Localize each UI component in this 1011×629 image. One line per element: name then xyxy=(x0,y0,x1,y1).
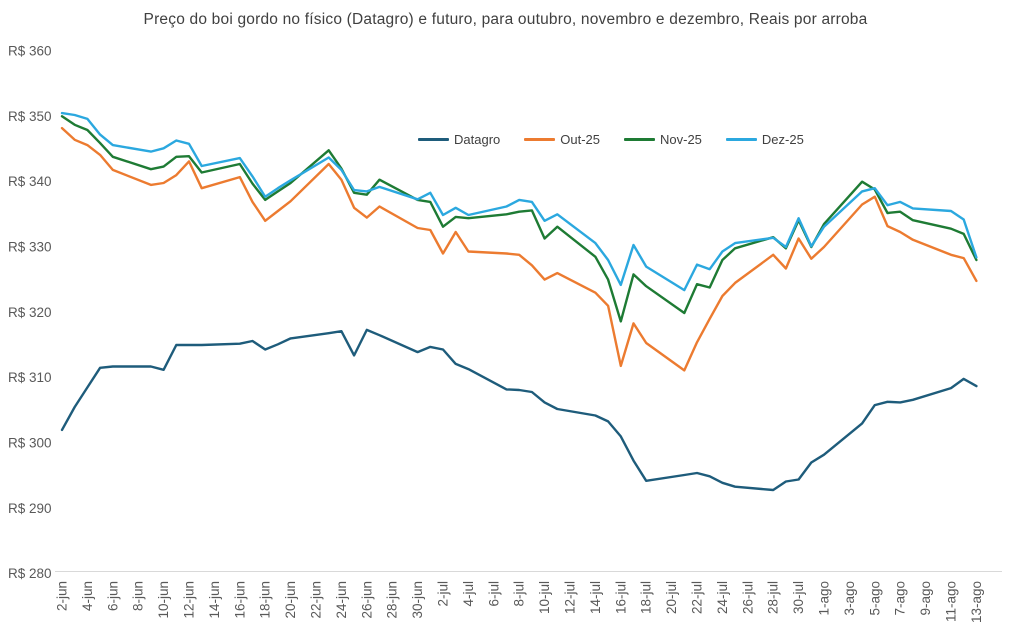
series-line-dez-25 xyxy=(60,111,978,292)
y-tick-label: R$ 340 xyxy=(8,174,52,189)
chart-legend: Datagro Out-25 Nov-25 Dez-25 xyxy=(418,132,804,147)
series-line-nov-25 xyxy=(60,115,978,323)
legend-label: Out-25 xyxy=(560,132,600,147)
x-tick-label: 10-jun xyxy=(156,581,171,619)
series-line-datagro xyxy=(60,328,978,492)
legend-label: Dez-25 xyxy=(761,132,804,147)
legend-item-dez-25: Dez-25 xyxy=(725,132,804,147)
x-tick-label: 24-jun xyxy=(334,581,349,619)
legend-item-datagro: Datagro xyxy=(418,132,500,147)
y-tick-label: R$ 280 xyxy=(8,566,52,581)
x-tick-label: 16-jul xyxy=(613,581,628,614)
x-tick-label: 26-jun xyxy=(359,581,374,619)
x-tick-label: 16-jun xyxy=(232,581,247,619)
x-tick-label: 18-jun xyxy=(258,581,273,619)
x-tick-label: 6-jul xyxy=(486,581,501,607)
y-tick-label: R$ 330 xyxy=(8,239,52,254)
x-tick-label: 24-jul xyxy=(715,581,730,614)
x-tick-label: 5-ago xyxy=(867,581,882,616)
y-tick-label: R$ 290 xyxy=(8,501,52,516)
y-tick-label: R$ 360 xyxy=(8,44,52,59)
y-tick-label: R$ 300 xyxy=(8,435,52,450)
x-tick-label: 28-jul xyxy=(766,581,781,614)
x-tick-label: 22-jun xyxy=(309,581,324,619)
x-tick-label: 10-jul xyxy=(537,581,552,614)
y-tick-label: R$ 320 xyxy=(8,305,52,320)
x-tick-label: 3-ago xyxy=(842,581,857,616)
x-tick-label: 22-jul xyxy=(690,581,705,614)
x-tick-label: 1-ago xyxy=(817,581,832,616)
x-tick-label: 20-jun xyxy=(283,581,298,619)
x-tick-label: 14-jul xyxy=(588,581,603,614)
x-tick-label: 26-jul xyxy=(740,581,755,614)
x-tick-label: 12-jun xyxy=(182,581,197,619)
legend-swatch-datagro xyxy=(418,138,449,141)
y-tick-label: R$ 310 xyxy=(8,370,52,385)
x-tick-label: 14-jun xyxy=(207,581,222,619)
x-tick-label: 12-jul xyxy=(563,581,578,614)
legend-swatch-dez-25 xyxy=(725,138,757,141)
x-tick-label: 18-jul xyxy=(639,581,654,614)
x-tick-label: 30-jul xyxy=(791,581,806,614)
legend-label: Nov-25 xyxy=(660,132,702,147)
x-tick-label: 11-ago xyxy=(944,581,959,622)
x-tick-label: 4-jun xyxy=(80,581,95,611)
legend-item-nov-25: Nov-25 xyxy=(624,132,702,147)
x-tick-label: 13-ago xyxy=(969,581,984,623)
x-tick-label: 8-jun xyxy=(131,581,146,611)
series-line-out-25 xyxy=(60,126,978,372)
legend-item-out-25: Out-25 xyxy=(524,132,600,147)
x-tick-label: 7-ago xyxy=(893,581,908,616)
x-tick-label: 4-jul xyxy=(461,581,476,607)
legend-label: Datagro xyxy=(454,132,501,147)
x-tick-label: 9-ago xyxy=(918,581,933,616)
legend-swatch-out-25 xyxy=(524,138,556,141)
y-tick-label: R$ 350 xyxy=(8,109,52,124)
legend-swatch-nov-25 xyxy=(624,138,655,141)
x-tick-label: 28-jun xyxy=(385,581,400,619)
chart-title: Preço do boi gordo no físico (Datagro) e… xyxy=(143,11,868,28)
x-tick-label: 2-jun xyxy=(55,581,70,611)
x-tick-label: 6-jun xyxy=(105,581,120,611)
x-tick-label: 30-jun xyxy=(410,581,425,619)
x-tick-label: 20-jul xyxy=(664,581,679,614)
x-tick-label: 8-jul xyxy=(512,581,527,607)
x-tick-label: 2-jul xyxy=(436,581,451,607)
